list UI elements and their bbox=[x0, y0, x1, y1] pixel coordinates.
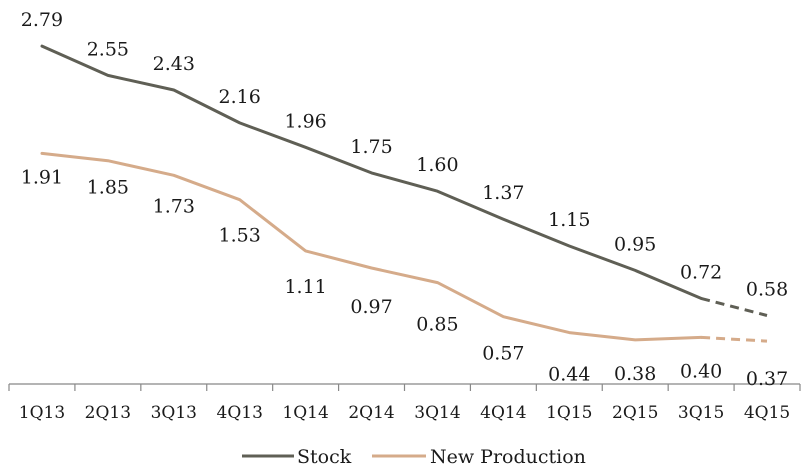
series-line-solid bbox=[40, 44, 703, 300]
new-production-data-label: 0.44 bbox=[548, 364, 590, 386]
stock-data-label: 1.75 bbox=[350, 136, 392, 158]
x-tick-label: 4Q14 bbox=[480, 403, 526, 423]
x-tick-label: 4Q15 bbox=[744, 403, 790, 423]
new-production-data-label: 0.40 bbox=[680, 360, 722, 382]
x-tick-label: 3Q14 bbox=[414, 403, 460, 423]
stock-data-label: 2.55 bbox=[87, 38, 129, 60]
stock-data-label: 1.96 bbox=[284, 110, 326, 132]
new-production-data-label: 1.73 bbox=[153, 195, 195, 217]
legend-label: New Production bbox=[430, 446, 586, 468]
series-line-projection bbox=[700, 296, 768, 317]
new-production-data-label: 0.97 bbox=[350, 296, 392, 318]
series-1 bbox=[40, 151, 768, 343]
x-tick-label: 1Q15 bbox=[546, 403, 592, 423]
x-tick-label: 1Q13 bbox=[19, 403, 65, 423]
x-axis: 1Q13 2Q13 3Q13 4Q13 1Q14 2Q14 3Q14 4Q14 1Q15 2Q15… bbox=[8, 383, 801, 423]
new-production-data-label: 1.91 bbox=[21, 166, 63, 188]
new-production-data-label: 1.11 bbox=[284, 276, 326, 298]
new-production-data-label: 1.85 bbox=[87, 177, 129, 199]
stock-data-label: 2.43 bbox=[153, 53, 195, 75]
x-tick-label: 2Q15 bbox=[612, 403, 658, 423]
new-production-data-label: 0.85 bbox=[416, 314, 458, 336]
x-tick-label: 2Q13 bbox=[85, 403, 131, 423]
legend-item: New Production bbox=[372, 446, 586, 468]
stock-data-label: 1.15 bbox=[548, 209, 590, 231]
x-tick-label: 2Q14 bbox=[348, 403, 394, 423]
x-tick-label: 4Q13 bbox=[217, 403, 263, 423]
new-production-data-label: 0.37 bbox=[746, 368, 788, 390]
x-tick-label: 3Q15 bbox=[678, 403, 724, 423]
x-tick-label: 3Q13 bbox=[151, 403, 197, 423]
stock-data-label: 0.72 bbox=[680, 261, 722, 283]
data-labels: 2.79 2.55 2.43 2.16 1.96 1.75 1.60 1.37 1.15 0.95… bbox=[21, 9, 788, 390]
new-production-data-label: 1.53 bbox=[219, 225, 261, 247]
stock-data-label: 1.37 bbox=[482, 182, 524, 204]
series-line-solid bbox=[40, 151, 703, 342]
stock-data-label: 0.58 bbox=[746, 278, 788, 300]
legend-label: Stock bbox=[297, 446, 352, 468]
stock-data-label: 2.16 bbox=[219, 86, 261, 108]
x-tick-label: 1Q14 bbox=[282, 403, 328, 423]
new-production-data-label: 0.57 bbox=[482, 343, 524, 365]
stock-data-label: 2.79 bbox=[21, 9, 63, 31]
new-production-data-label: 0.38 bbox=[614, 363, 656, 385]
series-line-projection bbox=[701, 335, 768, 343]
stock-data-label: 1.60 bbox=[416, 154, 458, 176]
legend-item: Stock bbox=[242, 446, 352, 468]
stock-data-label: 0.95 bbox=[614, 233, 656, 255]
plot-area bbox=[40, 44, 768, 343]
legend: Stock New Production bbox=[242, 446, 586, 468]
series-0 bbox=[40, 44, 768, 317]
